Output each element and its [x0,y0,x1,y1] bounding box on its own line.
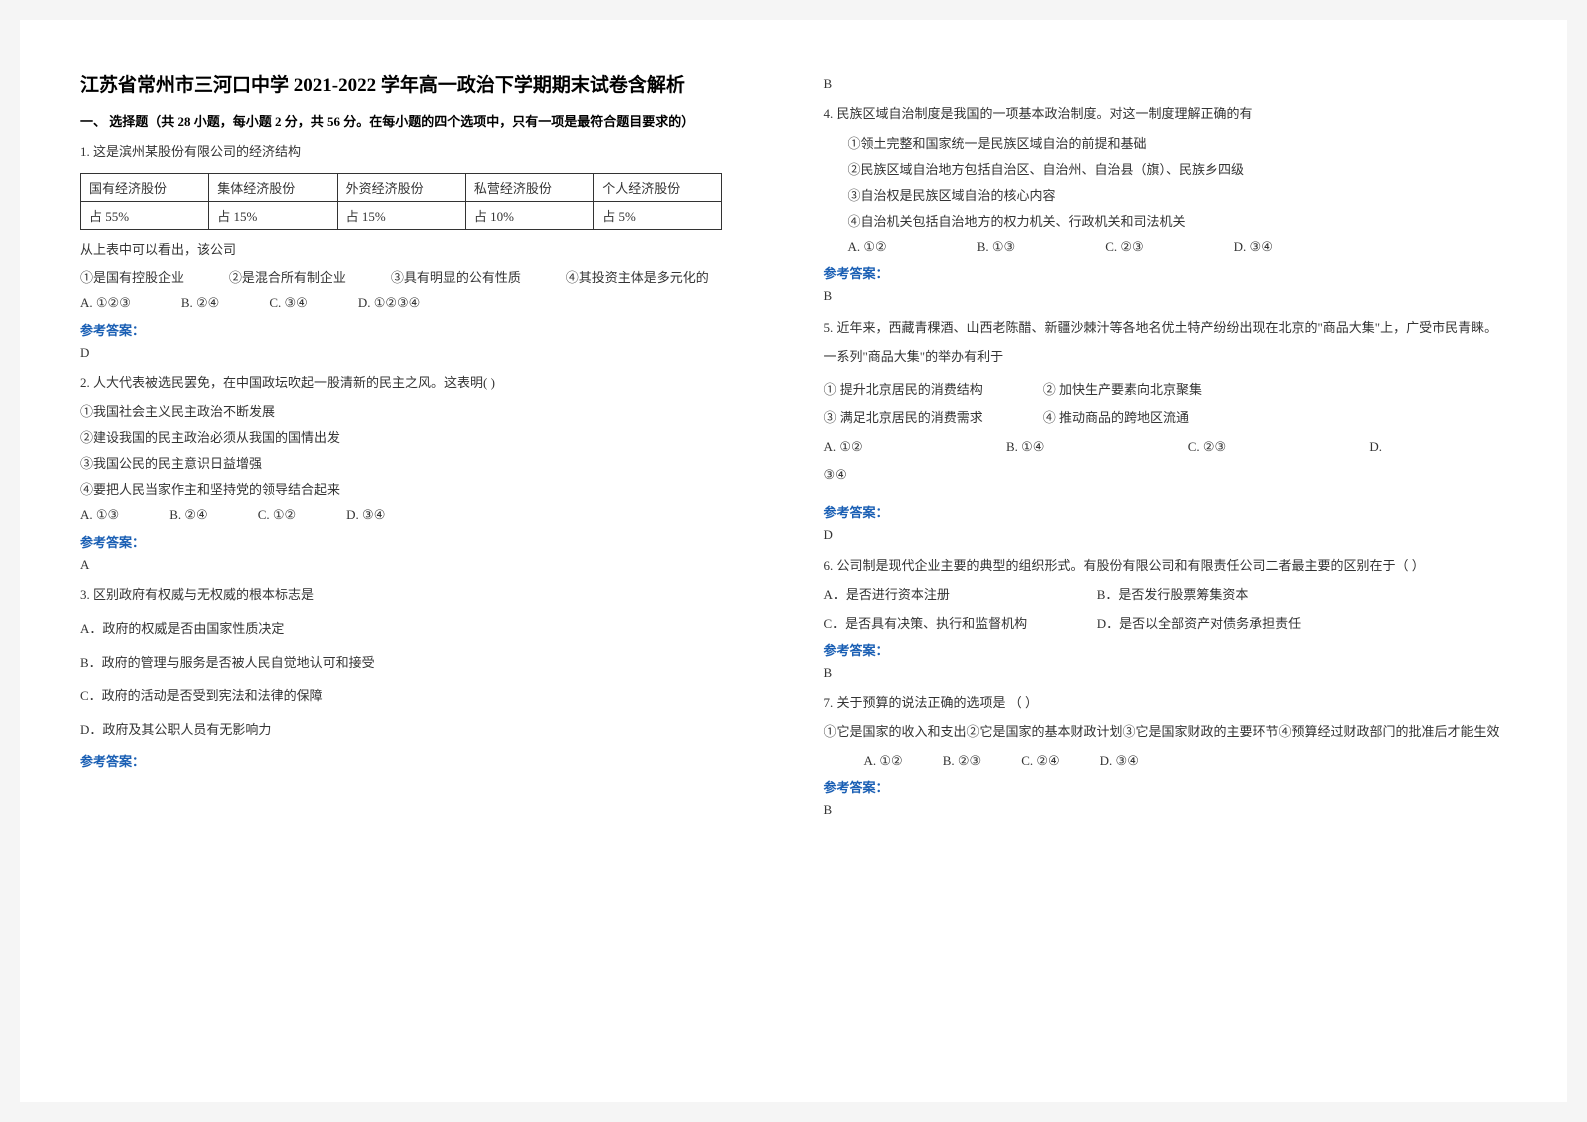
table-cell: 私营经济股份 [465,173,593,201]
section-heading: 一、 选择题（共 28 小题，每小题 2 分，共 56 分。在每小题的四个选项中… [80,111,764,130]
q5-stmts-1: ① 提升北京居民的消费结构 ② 加快生产要素向北京聚集 [824,376,1508,405]
exam-page: 江苏省常州市三河口中学 2021-2022 学年高一政治下学期期末试卷含解析 一… [20,20,1567,1102]
opt-c: C．政府的活动是否受到宪法和法律的保障 [80,679,764,713]
q3-options: A．政府的权威是否由国家性质决定 B．政府的管理与服务是否被人民自觉地认可和接受… [80,612,764,747]
table-cell: 占 5% [594,201,722,229]
opt-c: C. ②③ [1105,235,1143,260]
answer-label: 参考答案： [80,751,764,770]
table-cell: 集体经济股份 [209,173,337,201]
table-cell: 国有经济股份 [81,173,209,201]
table-cell: 外资经济股份 [337,173,465,201]
q4-statements: ①领土完整和国家统一是民族区域自治的前提和基础 ②民族区域自治地方包括自治区、自… [824,131,1508,235]
q5-stem: 5. 近年来，西藏青稞酒、山西老陈醋、新疆沙棘汁等各地名优土特产纷纷出现在北京的… [824,314,1508,371]
q7-answer: B [824,802,1508,818]
opt-d: D. ③④ [346,503,385,528]
q5-answer: D [824,527,1508,543]
answer-label: 参考答案： [80,532,764,551]
stmt: ④要把人民当家作主和坚持党的领导结合起来 [80,477,764,503]
opt-a: A．是否进行资本注册 [824,583,1094,608]
right-column: B 4. 民族区域自治制度是我国的一项基本政治制度。对这一制度理解正确的有 ①领… [794,70,1538,1052]
opt-c: C. ①② [258,503,296,528]
stmt: ②建设我国的民主政治必须从我国的国情出发 [80,425,764,451]
opt-b: B. ①③ [977,235,1015,260]
q7-stem: 7. 关于预算的说法正确的选项是 （ ） [824,691,1508,716]
q2-answer: A [80,557,764,573]
answer-label: 参考答案： [824,640,1508,659]
opt-b: B. ②③ [943,749,981,774]
q1-stem: 1. 这是滨州某股份有限公司的经济结构 [80,140,764,165]
opt-b: B. ②④ [169,503,207,528]
opt-a: A. ①② [824,439,863,454]
answer-label: 参考答案： [824,502,1508,521]
opt-c: C．是否具有决策、执行和监督机构 [824,612,1094,637]
q6-stem: 6. 公司制是现代企业主要的典型的组织形式。有股份有限公司和有限责任公司二者最主… [824,553,1508,579]
opt-d: D．是否以全部资产对债务承担责任 [1097,616,1301,631]
q1-lead: 从上表中可以看出，该公司 [80,238,764,263]
table-cell: 占 15% [209,201,337,229]
q7-options: A. ①② B. ②③ C. ②④ D. ③④ [824,749,1508,774]
stmt: ②民族区域自治地方包括自治区、自治州、自治县（旗）、民族乡四级 [848,157,1508,183]
opt-b: B. ①④ [1006,439,1044,454]
table-cell: 占 55% [81,201,209,229]
answer-label: 参考答案： [824,777,1508,796]
stmt: ① 提升北京居民的消费结构 [824,376,983,405]
q1-answer: D [80,345,764,361]
opt-a: A. ①② [848,235,887,260]
q5-options: A. ①② B. ①④ C. ②③ D. ③④ [824,433,1508,490]
opt-d: D. ①②③④ [358,291,421,316]
opt-d: D．政府及其公职人员有无影响力 [80,713,764,747]
q2-stem: 2. 人大代表被选民罢免，在中国政坛吹起一股清新的民主之风。这表明( ) [80,371,764,396]
stmt: ②是混合所有制企业 [229,266,346,291]
opt-d: D. ③④ [1100,749,1139,774]
stmt: ③我国公民的民主意识日益增强 [80,451,764,477]
q6-options-1: A．是否进行资本注册 B．是否发行股票筹集资本 [824,583,1508,608]
q5-stmts-2: ③ 满足北京居民的消费需求 ④ 推动商品的跨地区流通 [824,404,1508,433]
q2-statements: ①我国社会主义民主政治不断发展 ②建设我国的民主政治必须从我国的国情出发 ③我国… [80,399,764,503]
q1-options: A. ①②③ B. ②④ C. ③④ D. ①②③④ [80,291,764,316]
table-cell: 占 15% [337,201,465,229]
opt-a: A. ①③ [80,503,119,528]
q4-stem: 4. 民族区域自治制度是我国的一项基本政治制度。对这一制度理解正确的有 [824,102,1508,127]
answer-label: 参考答案： [80,320,764,339]
stmt: ④ 推动商品的跨地区流通 [1043,404,1189,433]
opt-b: B. ②④ [181,291,219,316]
opt-a: A. ①② [864,749,903,774]
stmt: ② 加快生产要素向北京聚集 [1043,376,1202,405]
opt-a: A. ①②③ [80,291,131,316]
q7-statements: ①它是国家的收入和支出②它是国家的基本财政计划③它是国家财政的主要环节④预算经过… [824,720,1508,745]
opt-b: B．政府的管理与服务是否被人民自觉地认可和接受 [80,646,764,680]
table-row: 占 55% 占 15% 占 15% 占 10% 占 5% [81,201,722,229]
q6-options-2: C．是否具有决策、执行和监督机构 D．是否以全部资产对债务承担责任 [824,612,1508,637]
stmt: ④自治机关包括自治地方的权力机关、行政机关和司法机关 [848,209,1508,235]
opt-d: D. ③④ [824,439,1383,483]
q2-options: A. ①③ B. ②④ C. ①② D. ③④ [80,503,764,528]
stmt: ①领土完整和国家统一是民族区域自治的前提和基础 [848,131,1508,157]
q1-statements: ①是国有控股企业 ②是混合所有制企业 ③具有明显的公有性质 ④其投资主体是多元化… [80,266,709,291]
q1-table: 国有经济股份 集体经济股份 外资经济股份 私营经济股份 个人经济股份 占 55%… [80,173,722,230]
q3-answer: B [824,76,1508,92]
exam-title: 江苏省常州市三河口中学 2021-2022 学年高一政治下学期期末试卷含解析 [80,70,764,97]
stmt: ③具有明显的公有性质 [391,266,521,291]
stmt: ①是国有控股企业 [80,266,184,291]
q6-answer: B [824,665,1508,681]
table-row: 国有经济股份 集体经济股份 外资经济股份 私营经济股份 个人经济股份 [81,173,722,201]
opt-b: B．是否发行股票筹集资本 [1097,587,1249,602]
stmt: ③自治权是民族区域自治的核心内容 [848,183,1508,209]
opt-a: A．政府的权威是否由国家性质决定 [80,612,764,646]
stmt: ③ 满足北京居民的消费需求 [824,404,983,433]
answer-label: 参考答案： [824,263,1508,282]
opt-c: C. ②④ [1021,749,1059,774]
q3-stem: 3. 区别政府有权威与无权威的根本标志是 [80,583,764,608]
q4-answer: B [824,288,1508,304]
table-cell: 个人经济股份 [594,173,722,201]
opt-d: D. ③④ [1234,235,1273,260]
left-column: 江苏省常州市三河口中学 2021-2022 学年高一政治下学期期末试卷含解析 一… [50,70,794,1052]
stmt: ④其投资主体是多元化的 [566,266,709,291]
opt-c: C. ③④ [269,291,307,316]
q4-options: A. ①② B. ①③ C. ②③ D. ③④ [824,235,1508,260]
stmt: ①我国社会主义民主政治不断发展 [80,399,764,425]
opt-c: C. ②③ [1188,439,1226,454]
table-cell: 占 10% [465,201,593,229]
